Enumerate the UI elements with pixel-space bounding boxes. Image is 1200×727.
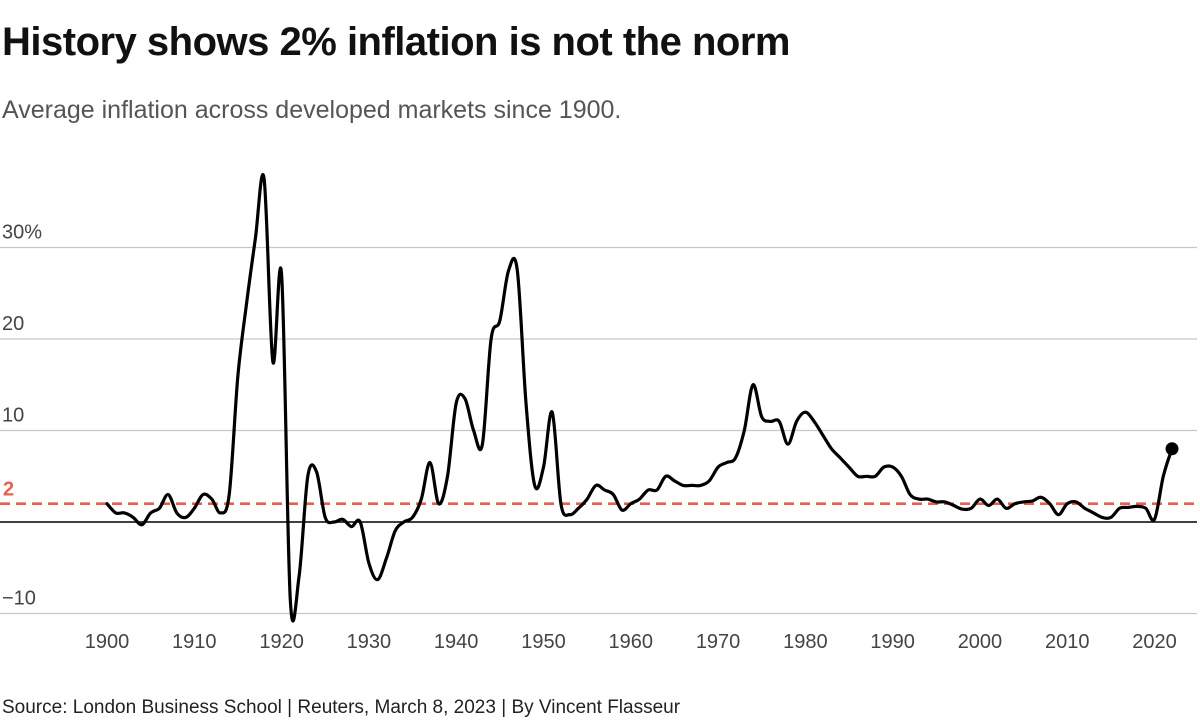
x-tick-label: 1940	[434, 631, 479, 653]
reference-line-label: 2	[3, 479, 14, 501]
x-tick-label: 1930	[347, 631, 392, 653]
x-tick-label: 1920	[259, 631, 304, 653]
x-tick-label: 2000	[958, 631, 1003, 653]
x-tick-label: 2020	[1132, 631, 1177, 653]
y-axis-labels: −10 10 20 30%	[2, 222, 42, 610]
x-tick-label: 1900	[85, 631, 130, 653]
x-tick-label: 1960	[609, 631, 654, 653]
y-tick-label: 10	[2, 405, 24, 427]
grid-layer	[0, 246, 1197, 615]
reference-line-2pct: 2	[0, 479, 1197, 506]
y-tick-label: 20	[2, 313, 24, 335]
chart-title: History shows 2% inflation is not the no…	[2, 20, 790, 64]
chart-subtitle: Average inflation across developed marke…	[2, 96, 622, 124]
inflation-line-chart: −10 10 20 30% 2 1900 1910 1920 1930 1940 1950 196…	[0, 173, 1197, 653]
x-tick-label: 2010	[1045, 631, 1090, 653]
x-axis-labels: 1900 1910 1920 1930 1940 1950 1960 1970 1980 1990…	[85, 631, 1177, 653]
source-note: Source: London Business School | Reuters…	[2, 697, 681, 718]
x-tick-label: 1950	[521, 631, 566, 653]
x-tick-label: 1910	[172, 631, 217, 653]
y-tick-label: −10	[2, 588, 36, 610]
inflation-line	[105, 173, 1174, 623]
inflation-series	[105, 173, 1179, 623]
x-tick-label: 1980	[783, 631, 828, 653]
y-tick-label: 30%	[2, 222, 42, 244]
x-tick-label: 1990	[870, 631, 915, 653]
latest-value-marker	[1165, 442, 1179, 456]
x-tick-label: 1970	[696, 631, 741, 653]
